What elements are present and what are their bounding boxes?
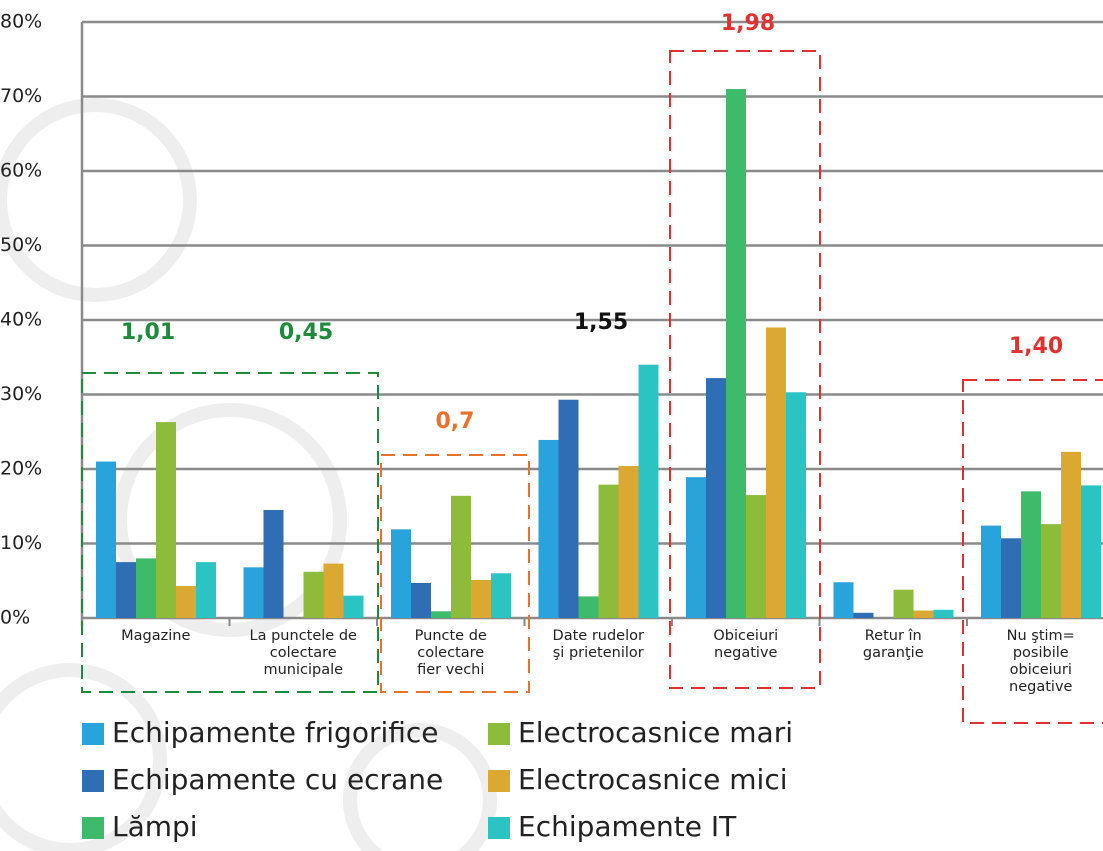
x-tick-label: Obiceiuri negative xyxy=(713,628,778,661)
legend-swatch xyxy=(82,723,104,745)
bar xyxy=(933,609,954,618)
bar xyxy=(726,89,746,619)
watermark xyxy=(0,98,497,851)
bar xyxy=(618,466,639,618)
y-tick-label: 10% xyxy=(0,532,42,554)
legend-swatch xyxy=(82,770,104,792)
bar xyxy=(746,495,766,618)
x-tick-label: La punctele de colectare municipale xyxy=(250,628,357,678)
bar xyxy=(263,509,284,618)
bar xyxy=(558,399,579,618)
bar xyxy=(1061,451,1081,618)
x-tick-label: Puncte de colectare fier vechi xyxy=(415,628,487,678)
legend-swatch xyxy=(488,770,510,792)
bar xyxy=(853,612,874,618)
bar xyxy=(578,596,599,618)
y-tick-label: 30% xyxy=(0,383,42,405)
x-tick-label: Nu ştim= posibile obiceiuri negative xyxy=(1007,628,1075,695)
annotation: 1,98 xyxy=(721,11,775,36)
x-tick-label: Date rudelor şi prietenilor xyxy=(553,628,644,661)
bar xyxy=(686,477,706,618)
bar xyxy=(786,392,806,618)
bar xyxy=(176,585,196,618)
bar xyxy=(96,461,116,618)
annotation: 0,7 xyxy=(436,409,475,434)
bar xyxy=(196,562,216,618)
bar xyxy=(243,567,264,618)
bar xyxy=(303,571,324,618)
bar xyxy=(1021,491,1041,618)
bar xyxy=(981,525,1001,618)
annotation: 1,01 xyxy=(121,320,175,345)
bar xyxy=(391,529,411,618)
legend-label: Electrocasnice mari xyxy=(518,716,793,749)
y-tick-label: 80% xyxy=(0,11,42,33)
legend-swatch xyxy=(488,817,510,839)
bar xyxy=(706,378,726,618)
bar xyxy=(323,563,344,618)
y-tick-label: 60% xyxy=(0,160,42,182)
bar xyxy=(156,422,176,618)
y-tick-label: 20% xyxy=(0,458,42,480)
bar xyxy=(1001,538,1021,618)
legend-label: Electrocasnice mici xyxy=(518,763,788,796)
y-tick-label: 70% xyxy=(0,85,42,107)
bar xyxy=(491,573,511,618)
highlight-box xyxy=(380,454,530,693)
bar xyxy=(833,582,854,618)
y-tick-label: 40% xyxy=(0,309,42,331)
bar xyxy=(538,439,559,618)
bar xyxy=(766,327,786,618)
highlight-box xyxy=(962,379,1103,724)
x-tick-label: Magazine xyxy=(121,628,190,644)
bar xyxy=(1041,524,1061,618)
bar xyxy=(411,582,431,618)
bar xyxy=(598,484,619,618)
annotation: 1,40 xyxy=(1009,334,1063,359)
bar xyxy=(431,611,451,618)
bar xyxy=(343,595,364,618)
y-tick-label: 50% xyxy=(0,234,42,256)
legend-label: Lămpi xyxy=(112,810,198,843)
legend-swatch xyxy=(488,723,510,745)
legend-swatch xyxy=(82,817,104,839)
bar xyxy=(893,589,914,618)
bar xyxy=(116,562,136,618)
y-tick-label: 0% xyxy=(0,607,30,629)
bar xyxy=(638,364,659,618)
annotation: 0,45 xyxy=(279,320,333,345)
bar xyxy=(451,495,471,618)
x-tick-label: Retur în garanţie xyxy=(863,628,924,661)
highlight-box xyxy=(669,50,821,689)
bar xyxy=(1081,485,1101,618)
bar xyxy=(471,580,491,618)
legend-label: Echipamente IT xyxy=(518,810,737,843)
legend-label: Echipamente frigorifice xyxy=(112,716,439,749)
annotation: 1,55 xyxy=(574,310,628,335)
bar xyxy=(913,610,934,618)
legend-label: Echipamente cu ecrane xyxy=(112,763,443,796)
bar xyxy=(136,558,156,618)
